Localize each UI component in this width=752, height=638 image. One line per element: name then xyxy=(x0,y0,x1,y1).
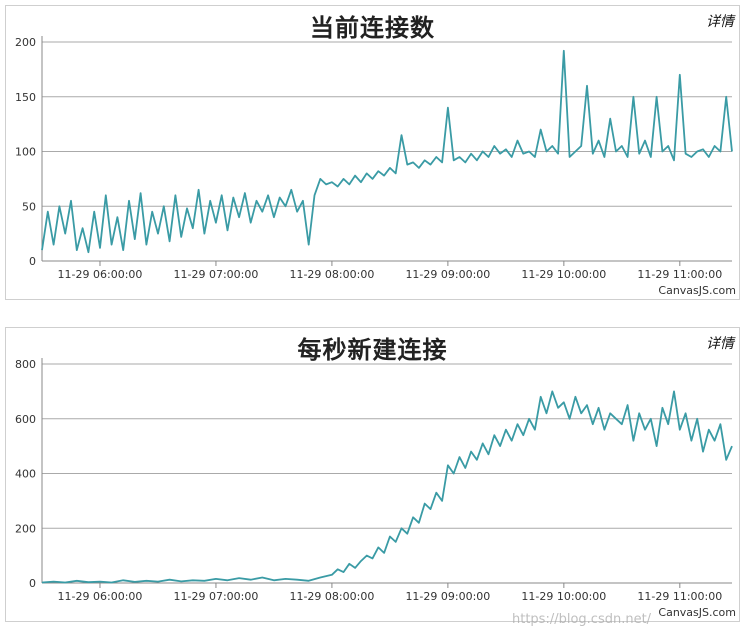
y-tick-label: 0 xyxy=(29,255,36,268)
x-tick-label: 11-29 06:00:00 xyxy=(58,268,143,281)
x-tick-label: 11-29 11:00:00 xyxy=(637,268,722,281)
y-tick-label: 150 xyxy=(15,91,36,104)
y-tick-label: 0 xyxy=(29,577,36,590)
x-tick-label: 11-29 06:00:00 xyxy=(58,590,143,603)
details-link[interactable]: 详情 xyxy=(706,14,734,30)
y-tick-label: 600 xyxy=(15,413,36,426)
y-tick-label: 400 xyxy=(15,468,36,481)
chart-panel-new-connections-per-second: 每秒新建连接 详情 0 200 400 600 800 11-29 06:00:00 11-… xyxy=(5,327,740,622)
chart-title: 当前连接数 xyxy=(310,14,435,42)
y-tick-label: 800 xyxy=(15,358,36,371)
x-tick-label: 11-29 07:00:00 xyxy=(174,590,259,603)
y-tick-label: 50 xyxy=(22,200,36,213)
x-tick-label: 11-29 09:00:00 xyxy=(405,590,490,603)
watermark: https://blog.csdn.net/ xyxy=(512,612,652,627)
y-tick-label: 200 xyxy=(15,36,36,49)
series-line xyxy=(41,390,733,584)
x-tick-label: 11-29 11:00:00 xyxy=(637,590,722,603)
series-line xyxy=(41,49,733,254)
chart-title: 每秒新建连接 xyxy=(297,336,448,364)
x-tick-label: 11-29 10:00:00 xyxy=(521,268,606,281)
line-chart-current-connections: 0 50 100 150 200 11-29 06:00:00 11-29 07:00:00… xyxy=(15,36,733,281)
x-tick-label: 11-29 09:00:00 xyxy=(405,268,490,281)
canvasjs-credit[interactable]: CanvasJS.com xyxy=(658,606,736,619)
chart-panel-current-connections: 当前连接数 详情 0 50 100 150 200 11-29 06:00:00 11-29… xyxy=(5,5,740,300)
canvasjs-credit[interactable]: CanvasJS.com xyxy=(658,284,736,297)
y-tick-label: 200 xyxy=(15,522,36,535)
y-tick-label: 100 xyxy=(15,146,36,159)
x-tick-label: 11-29 07:00:00 xyxy=(174,268,259,281)
details-link[interactable]: 详情 xyxy=(706,336,734,352)
x-tick-label: 11-29 10:00:00 xyxy=(521,590,606,603)
line-chart-new-connections: 0 200 400 600 800 11-29 06:00:00 11-29 07:00:0… xyxy=(15,358,733,603)
x-tick-label: 11-29 08:00:00 xyxy=(289,590,374,603)
x-tick-label: 11-29 08:00:00 xyxy=(289,268,374,281)
